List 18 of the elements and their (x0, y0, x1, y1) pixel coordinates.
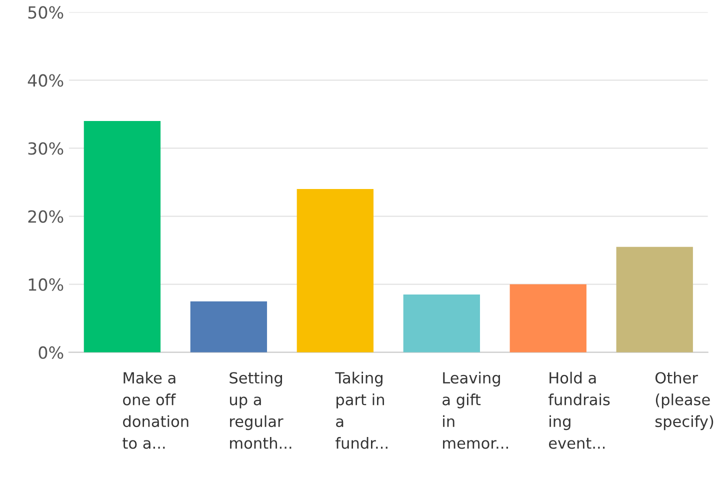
x-tick-label: Leaving a gift in memor... (442, 372, 508, 449)
x-tick-label: Other (please specify) (655, 372, 714, 430)
x-tick-label: Hold a fundrais ing event... (548, 372, 610, 449)
bar (616, 246, 693, 352)
bar (510, 284, 586, 352)
bar (190, 301, 268, 352)
x-tick-label: Setting up a regular month... (230, 372, 292, 449)
y-tick-label: 0% (38, 346, 64, 359)
y-tick-label: 40% (28, 74, 64, 87)
x-tick-label: Make a one off donation to a... (122, 372, 188, 449)
y-tick-label: 10% (28, 278, 64, 291)
y-tick-label: 50% (28, 6, 64, 19)
y-tick-label: 30% (28, 142, 64, 155)
bar (403, 294, 480, 352)
x-tick-label: Taking part in a fundr... (335, 372, 388, 449)
bar (84, 121, 161, 352)
y-tick-label: 20% (28, 210, 64, 223)
bar (296, 189, 374, 352)
